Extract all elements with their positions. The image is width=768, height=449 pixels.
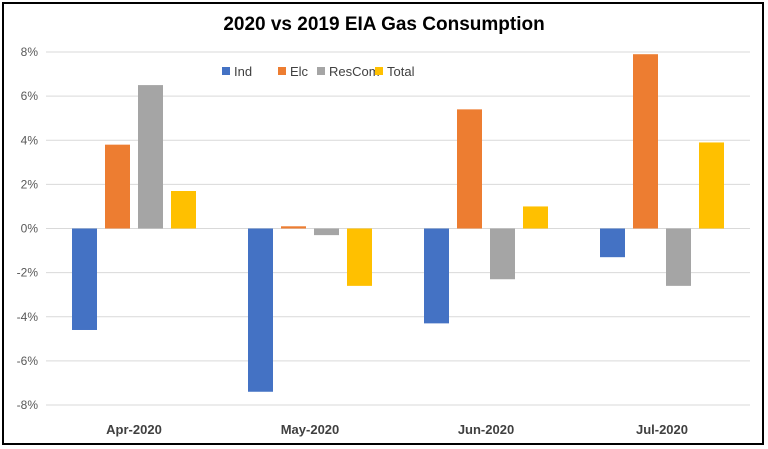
bar-elc-may-2020 <box>281 226 306 229</box>
y-tick-label: -4% <box>17 310 39 324</box>
bar-rescom-jun-2020 <box>490 228 515 280</box>
bar-elc-apr-2020 <box>105 144 130 229</box>
bar-elc-jul-2020 <box>633 54 658 229</box>
y-tick-label: -8% <box>17 398 39 412</box>
bar-total-jul-2020 <box>699 142 724 229</box>
legend-label-ind: Ind <box>234 64 252 79</box>
legend-label-rescom: ResCom <box>329 64 380 79</box>
bar-rescom-apr-2020 <box>138 85 163 229</box>
y-tick-label: 8% <box>21 45 39 59</box>
bar-ind-jun-2020 <box>424 228 449 324</box>
legend-swatch-total <box>375 67 383 75</box>
bar-ind-may-2020 <box>248 228 273 392</box>
y-tick-label: 2% <box>21 177 39 191</box>
x-category-label: May-2020 <box>281 422 340 437</box>
bar-elc-jun-2020 <box>457 109 482 229</box>
y-tick-label: -6% <box>17 354 39 368</box>
bar-ind-apr-2020 <box>72 228 97 330</box>
bar-total-apr-2020 <box>171 190 196 229</box>
legend-label-total: Total <box>387 64 415 79</box>
bars <box>72 54 724 392</box>
y-tick-label: 4% <box>21 133 39 147</box>
legend-swatch-elc <box>278 67 286 75</box>
x-category-label: Jun-2020 <box>458 422 514 437</box>
bar-ind-jul-2020 <box>600 228 625 258</box>
legend-swatch-rescom <box>317 67 325 75</box>
bar-rescom-jul-2020 <box>666 228 691 286</box>
y-tick-label: 0% <box>21 222 39 236</box>
legend: Ind Elc ResCom Total <box>222 64 415 79</box>
chart-title: 2020 vs 2019 EIA Gas Consumption <box>223 14 544 35</box>
legend-swatch-ind <box>222 67 230 75</box>
bar-total-jun-2020 <box>523 206 548 229</box>
x-axis: Apr-2020 May-2020 Jun-2020 Jul-2020 <box>106 422 688 437</box>
x-category-label: Jul-2020 <box>636 422 688 437</box>
y-tick-label: 6% <box>21 89 39 103</box>
gridlines <box>46 51 750 406</box>
y-axis: 8% 6% 4% 2% 0% -2% -4% -6% -8% <box>17 45 39 412</box>
legend-label-elc: Elc <box>290 64 309 79</box>
x-category-label: Apr-2020 <box>106 422 162 437</box>
bar-rescom-may-2020 <box>314 228 339 236</box>
bar-total-may-2020 <box>347 228 372 286</box>
y-tick-label: -2% <box>17 266 39 280</box>
